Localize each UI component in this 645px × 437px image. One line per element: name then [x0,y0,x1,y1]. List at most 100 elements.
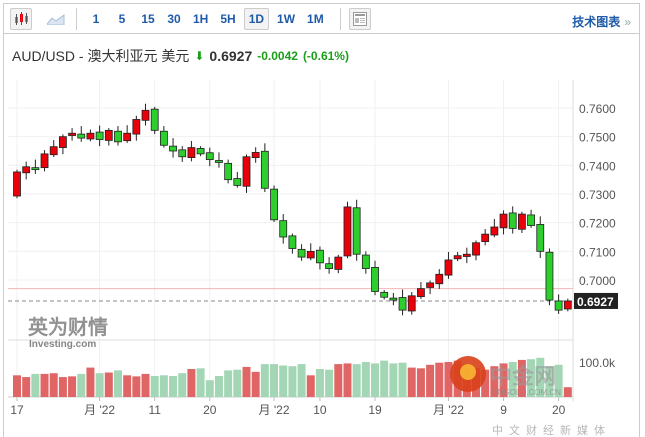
x-tick-label: 月 '22 [259,403,290,417]
cngold-logo: 中文财经新媒体 [492,423,611,437]
volume-bar [123,375,132,397]
interval-15[interactable]: 15 [141,11,155,26]
x-tick-label: 月 '22 [433,403,464,417]
volume-bar [196,368,205,397]
x-tick-label: 20 [552,403,566,417]
cngold-logo [460,364,476,380]
area-chart-icon[interactable] [44,8,68,30]
x-tick-label: 10 [313,403,327,417]
candle-body [352,207,361,255]
volume-bar [141,373,150,397]
volume-bar [352,364,361,397]
volume-bar [187,369,196,397]
candle-body [518,213,526,230]
volume-bar [315,369,324,397]
candlestick-chart-icon[interactable] [10,7,32,30]
volume-bar [95,373,104,397]
candle-body [270,188,278,221]
x-tick-label: 9 [500,403,507,417]
candle-body [343,206,352,257]
candle-body [288,235,297,249]
cngold-logo: 中金网 [490,364,556,390]
candle-body [527,214,535,226]
candle-body [233,178,242,186]
interval-5h[interactable]: 5H [220,11,236,26]
volume-bar [563,387,572,397]
candle-body [104,129,113,141]
volume-bar [536,357,545,397]
candle-body [178,149,187,158]
candle-body [251,152,260,158]
volume-bar [77,373,86,397]
candle-body [31,167,40,171]
divider [339,7,341,30]
candle-body [13,171,21,197]
candle-body [389,297,398,301]
candle-body [141,109,150,121]
last-price: 0.6927 [209,48,253,64]
volume-bar [205,380,214,397]
interval-1h[interactable]: 1H [193,11,209,26]
candle-body [325,263,334,269]
candle-body [316,249,324,264]
interval-1[interactable]: 1 [92,11,100,26]
volume-bar [545,366,554,397]
volume-bar [444,362,453,397]
candle-body [279,220,288,238]
interval-5[interactable]: 5 [118,11,126,26]
volume-bar [233,369,242,397]
volume-bar [260,364,269,397]
interval-1d[interactable]: 1D [243,7,270,30]
x-tick-label: 19 [368,403,382,417]
volume-bar [371,363,380,397]
candle-body [554,300,563,311]
interval-1m[interactable]: 1M [307,11,324,26]
volume-bar [68,376,77,397]
interval-30[interactable]: 30 [167,11,181,26]
volume-bar [407,367,416,397]
toolbar: 1 5 15 30 1H 5H 1D 1W 1M 技术图表» [4,4,639,34]
candle-body [481,233,490,243]
divider [76,7,77,30]
volume-bar [398,362,407,397]
volume-bar [343,363,352,397]
volume-bar [499,363,508,397]
volume-bar [517,359,526,397]
candle-body [95,131,104,140]
candle-body [508,212,517,229]
y-tick-label: 0.7200 [579,217,616,231]
tech-chart-link[interactable]: 技术图表» [572,13,631,30]
candle-body [536,224,545,252]
tech-chart-label: 技术图表 [572,15,621,29]
arrow-down-icon: ⬇ [194,49,205,63]
candle-body [499,213,508,229]
candle-body [86,132,95,140]
x-tick-label: 月 '22 [84,403,115,417]
candle-body [306,250,315,259]
volume-bar [214,376,223,397]
candle-body [472,242,480,256]
candle-body [545,251,554,301]
candle-body [462,253,471,257]
interval-1w[interactable]: 1W [277,11,296,26]
candle-body [417,288,425,298]
price-change-pct: (-0.61%) [302,49,349,63]
candle-body [334,256,343,270]
chevron-right-icon: » [624,15,631,29]
volume-bar [169,376,178,397]
volume-bar [426,364,435,397]
y-tick-label: 0.7500 [579,131,616,145]
volume-bar [113,370,122,397]
last-price-badge [574,292,618,309]
news-layout-icon[interactable] [348,7,371,30]
candle-body [444,259,453,276]
candle-body [380,291,389,298]
volume-bar [31,373,40,397]
volume-bar [416,368,425,397]
candle-body [205,152,214,161]
candle-body [196,148,205,155]
y-tick-label: 0.7400 [579,159,616,173]
volume-bar [104,372,113,397]
candle-body [187,147,196,158]
